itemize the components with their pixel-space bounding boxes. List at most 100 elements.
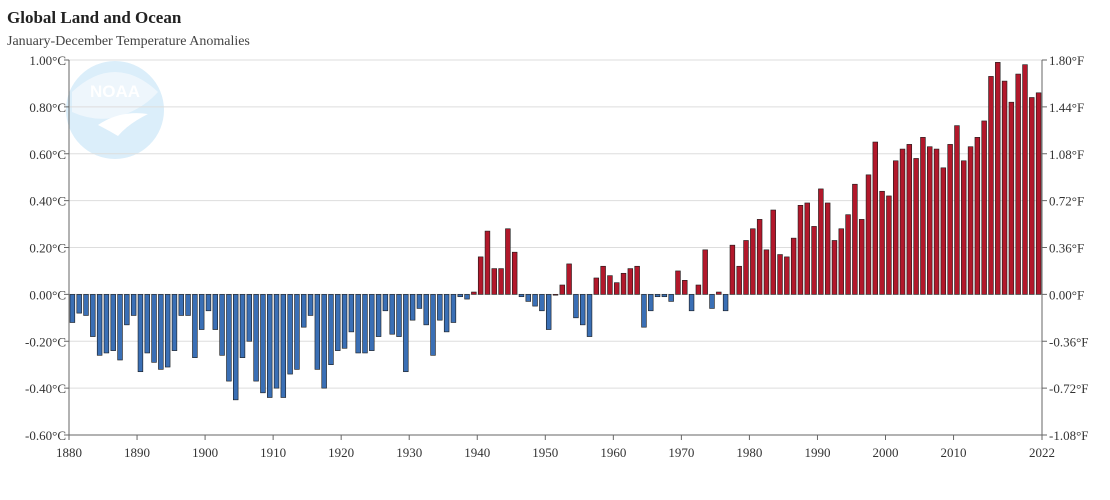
bar-1893 [158,294,164,370]
bar-1952 [559,284,566,295]
bar-1950 [545,294,552,330]
bar-1997 [865,174,872,295]
y-tick-label-left: 1.00°C [29,53,66,68]
bar-1887 [117,294,123,361]
bar-1938 [464,294,470,300]
bar-1920 [341,294,348,349]
bar-1964 [641,294,647,328]
bar-1904 [233,294,239,401]
y-tick-label-right: 1.08°F [1049,147,1084,162]
bar-1967 [661,294,668,298]
y-tick-label-left: 0.80°C [29,100,66,115]
bar-1942 [491,268,497,295]
y-tick-label-right: 0.00°F [1049,287,1084,302]
bar-1958 [600,265,606,295]
bar-1906 [246,294,253,342]
bar-1982 [763,249,770,295]
bar-1986 [790,237,797,295]
bar-1949 [539,294,545,312]
bar-2017 [1001,80,1008,295]
bar-1968 [668,294,674,302]
x-tick-label: 1970 [668,445,694,460]
bar-1969 [675,270,681,295]
bar-1913 [294,294,300,370]
bar-1883 [90,294,96,337]
bar-1992 [831,240,838,295]
bar-2014 [981,120,987,295]
x-tick-label: 2000 [873,445,899,460]
bar-1901 [212,294,218,330]
bar-1989 [811,226,817,295]
bar-1912 [287,294,293,375]
y-tick-label-left: 0.60°C [29,147,66,162]
bar-1956 [586,294,593,337]
y-tick-label-left: 0.20°C [29,241,66,256]
bar-1936 [450,294,457,323]
bar-1960 [614,282,620,295]
bar-2015 [988,76,994,295]
x-tick-label: 1980 [736,445,762,460]
y-tick-label-right: -0.36°F [1049,334,1089,349]
noaa-logo-text: NOAA [90,82,140,101]
chart-title: Global Land and Ocean [7,8,182,27]
bar-2013 [974,137,981,295]
bar-1930 [409,294,416,321]
bar-1993 [838,228,844,295]
bar-1976 [722,294,729,312]
bar-1880 [69,294,76,323]
bar-1998 [872,141,879,295]
bar-1990 [818,188,824,295]
x-tick-label: 1960 [600,445,626,460]
bar-1955 [580,294,586,326]
bar-1940 [477,256,484,295]
bar-1978 [736,265,742,295]
bar-1889 [130,294,137,316]
bar-1885 [103,294,110,354]
bar-1896 [178,294,184,316]
y-tick-label-right: 1.44°F [1049,100,1084,115]
bar-1899 [198,294,205,330]
y-tick-label-right: 1.80°F [1049,53,1084,68]
bar-1933 [430,294,436,356]
bar-1957 [593,277,600,295]
bar-1944 [505,228,511,295]
bar-1931 [416,294,423,309]
bar-1922 [355,294,361,354]
bar-1894 [164,294,171,368]
bar-1946 [518,294,525,298]
x-tick-label: 1950 [532,445,558,460]
bar-1966 [654,294,661,298]
bar-1961 [620,272,627,295]
y-tick-label-left: -0.40°C [25,381,66,396]
bar-1991 [824,202,831,295]
bar-1970 [682,280,688,295]
x-tick-label: 1930 [396,445,422,460]
y-tick-label-right: 0.72°F [1049,194,1084,209]
y-tick-label-right: -1.08°F [1049,428,1089,443]
bar-1972 [695,284,702,295]
x-tick-label: 1890 [124,445,150,460]
bar-1983 [770,209,776,295]
bar-1907 [253,294,259,382]
bar-1925 [375,294,382,337]
bar-2011 [961,160,967,295]
bar-1897 [185,294,191,316]
x-tick-label: 2010 [941,445,967,460]
bar-1929 [403,294,409,373]
bar-2002 [899,148,906,295]
bar-1932 [423,294,429,326]
bar-1924 [369,294,375,351]
y-tick-label-right: -0.72°F [1049,381,1089,396]
x-tick-label: 1880 [56,445,82,460]
bar-1923 [362,294,368,354]
bar-1911 [280,294,287,398]
bar-2003 [906,144,913,295]
y-tick-label-right: 0.36°F [1049,241,1084,256]
bar-1994 [845,214,851,295]
bar-2012 [967,146,974,295]
bar-1985 [784,256,790,295]
bar-2018 [1008,101,1015,295]
bar-1996 [858,219,865,295]
bar-1977 [729,244,736,295]
